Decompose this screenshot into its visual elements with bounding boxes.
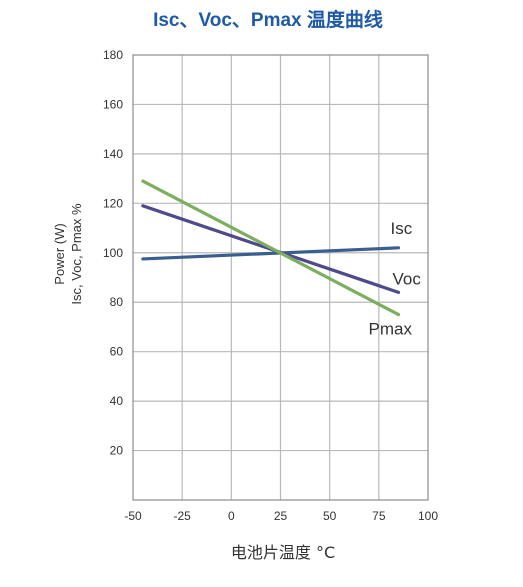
y-axis-label: Power (W) Isc, Voc, Pmax % (52, 203, 84, 305)
y-tick-label-4: 100 (103, 246, 123, 260)
y-tick-label-8: 180 (103, 48, 123, 62)
plot-frame (132, 54, 429, 501)
y-axis-label-line-2: Isc, Voc, Pmax % (69, 203, 84, 305)
y-tick-label-2: 60 (110, 345, 124, 359)
x-tick-label-4: 50 (323, 509, 337, 523)
x-tick-label-6: 100 (418, 509, 438, 523)
y-tick-label-5: 120 (103, 196, 123, 210)
x-tick-label-0: -50 (124, 509, 142, 523)
x-axis-ticks: -50 -25 0 25 50 75 100 (124, 509, 438, 523)
grid (132, 54, 429, 501)
y-axis-ticks: 20 40 60 80 100 120 140 160 180 (103, 48, 123, 458)
x-axis-label: 电池片温度 °C (231, 543, 335, 562)
x-tick-label-5: 75 (372, 509, 386, 523)
series-label-isc: Isc (391, 219, 413, 238)
y-tick-label-6: 140 (103, 147, 123, 161)
x-tick-label-2: 0 (228, 509, 235, 523)
series-group (141, 179, 401, 317)
series-line-pmax (141, 179, 401, 317)
x-tick-label-3: 25 (274, 509, 288, 523)
y-tick-label-3: 80 (110, 295, 124, 309)
y-tick-label-7: 160 (103, 97, 123, 111)
x-tick-label-1: -25 (173, 509, 191, 523)
series-label-pmax: Pmax (369, 320, 413, 339)
series-label-voc: Voc (393, 269, 422, 288)
series-line-isc (141, 246, 401, 261)
series-labels: Isc Voc Pmax (369, 219, 422, 339)
y-axis-label-line-1: Power (W) (52, 223, 67, 284)
chart-title: Isc、Voc、Pmax 温度曲线 (153, 8, 383, 31)
y-tick-label-1: 40 (110, 394, 124, 408)
y-tick-label-0: 20 (110, 444, 124, 458)
